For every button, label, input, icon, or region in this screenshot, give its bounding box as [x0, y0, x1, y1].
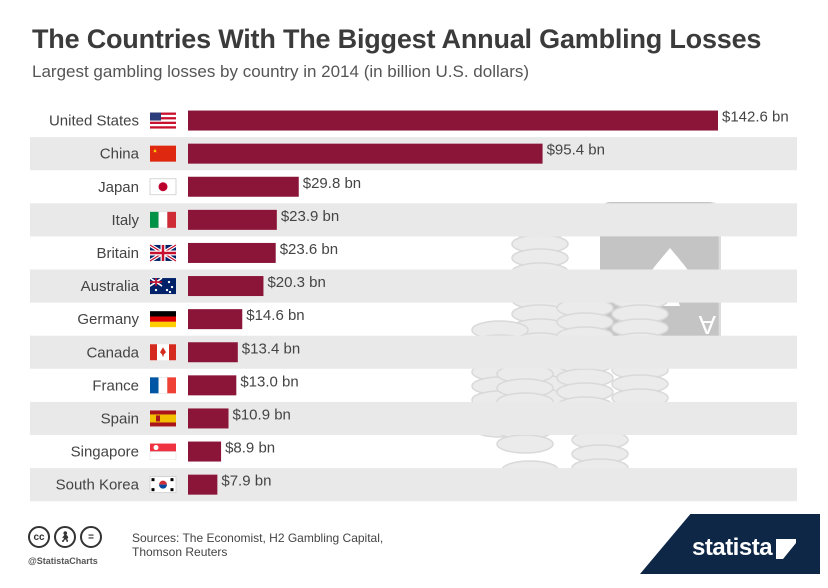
category-label: South Korea [56, 477, 140, 494]
row-stripe [30, 203, 797, 237]
value-label: $29.8 bn [303, 175, 361, 192]
gb-flag-icon [149, 243, 177, 263]
value-label: $10.9 bn [233, 406, 291, 423]
bar [188, 276, 264, 297]
ca-flag-icon [150, 344, 176, 361]
value-label: $13.0 bn [240, 373, 298, 390]
it-flag-icon [150, 211, 176, 229]
fr-flag-icon [150, 377, 176, 394]
bar [188, 342, 238, 363]
bar [188, 209, 277, 230]
chart-subtitle: Largest gambling losses by country in 20… [32, 62, 530, 81]
au-flag-icon [149, 277, 176, 295]
sources-text: Sources: The Economist, H2 Gambling Capi… [132, 531, 384, 559]
category-label: Australia [81, 278, 140, 295]
brand-logo-text: statista [692, 534, 773, 561]
bar [188, 441, 222, 462]
bar [188, 375, 237, 396]
category-label: United States [49, 113, 139, 130]
bar [188, 143, 543, 164]
category-label: Japan [98, 179, 139, 196]
license-icons: cc 🚶︎ = [28, 526, 102, 548]
us-flag-icon [150, 112, 176, 129]
kr-flag-icon [149, 476, 177, 494]
value-label: $23.9 bn [281, 208, 339, 225]
coin [496, 434, 554, 454]
value-label: $142.6 bn [722, 109, 789, 126]
cn-flag-icon [150, 145, 176, 162]
value-label: $7.9 bn [221, 473, 271, 490]
category-label: Germany [77, 311, 139, 328]
value-label: $13.4 bn [242, 340, 300, 357]
no-derivatives-icon: = [80, 526, 102, 548]
de-flag-icon [150, 311, 176, 328]
category-label: Britain [96, 245, 139, 262]
category-label: Singapore [71, 444, 139, 461]
row-stripe [30, 468, 797, 502]
bar [188, 309, 243, 330]
row-stripe [30, 269, 797, 303]
row-stripe [30, 401, 797, 435]
card-rank-bottom: A [698, 310, 716, 340]
category-label: China [100, 146, 140, 163]
chart-title: The Countries With The Biggest Annual Ga… [32, 24, 762, 54]
attribution-icon: 🚶︎ [54, 526, 76, 548]
cc-icon: cc [28, 526, 50, 548]
sg-flag-icon [149, 443, 177, 460]
category-label: Canada [86, 344, 139, 361]
value-label: $23.6 bn [280, 241, 338, 258]
value-label: $8.9 bn [225, 440, 275, 457]
bar [188, 474, 218, 495]
bar [188, 176, 299, 197]
row-stripe [30, 335, 797, 369]
statista-handle: @StatistaCharts [28, 556, 98, 566]
bar [188, 110, 718, 131]
value-label: $20.3 bn [267, 274, 325, 291]
jp-flag-icon [149, 178, 177, 196]
category-label: France [92, 377, 139, 394]
bar [188, 408, 229, 429]
value-label: $14.6 bn [246, 307, 304, 324]
es-flag-icon [150, 410, 176, 427]
category-label: Italy [111, 212, 139, 229]
value-label: $95.4 bn [547, 142, 605, 159]
bar [188, 242, 276, 263]
category-label: Spain [101, 410, 139, 427]
